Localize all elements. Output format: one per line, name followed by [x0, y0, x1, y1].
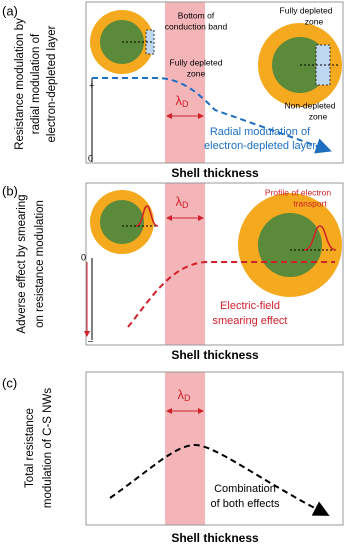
y-label-line: on resistance modulation [34, 200, 46, 328]
lambda-symbol: λ [178, 387, 185, 402]
axis-mark: + [89, 80, 94, 90]
annotation: Profile of electron [265, 187, 331, 197]
lambda-symbol: λ [176, 194, 183, 209]
profile [135, 205, 159, 227]
annotation: Non-depleted [284, 100, 335, 110]
curve-label: electron-depleted layer [204, 140, 316, 152]
y-label-line: Total resistance [24, 408, 36, 488]
curve [127, 261, 335, 328]
panel-label: (a) [2, 3, 18, 18]
panel-frame [85, 1, 344, 164]
core [100, 200, 144, 244]
x-label: Shell thickness [171, 531, 259, 545]
annotation: Bottom of [178, 10, 215, 20]
lambda: λD [176, 194, 190, 210]
debye-band [165, 183, 205, 345]
annotation: zone [309, 111, 328, 121]
annotation: zone [305, 16, 324, 26]
axis-mark: 0 [81, 252, 86, 262]
profile [303, 225, 337, 251]
axis-mark: – [88, 335, 93, 345]
axis-mark: 0 [88, 153, 93, 163]
curve-label: Electric-field [220, 300, 280, 312]
lambda: λD [178, 387, 192, 403]
panel-label: (c) [2, 375, 17, 390]
panel-label: (b) [2, 183, 18, 198]
lambda-subscript: D [182, 200, 189, 210]
annotation: zone [187, 68, 206, 78]
core [258, 213, 322, 277]
panel-frame [85, 371, 344, 526]
curve-label: Combination [214, 483, 276, 495]
annotation: transport [293, 198, 327, 208]
curve-label: of both effects [211, 498, 280, 510]
x-label: Shell thickness [171, 348, 259, 362]
curve [92, 77, 332, 154]
curve [109, 443, 330, 516]
y-label: Resistance modulation by radial modulati… [14, 18, 58, 150]
y-label-line: modulation of C-S NWs [42, 388, 54, 508]
lambda-subscript: D [184, 393, 191, 403]
lambda: λD [176, 93, 190, 109]
annotation: Fully depleted [280, 5, 333, 15]
curve-label: Radial modulation of [210, 126, 311, 138]
annotation: conduction band [165, 21, 228, 31]
panel-frame [85, 182, 344, 346]
curve-label: smearing effect [212, 315, 287, 327]
y-label-line: radial modulation of [30, 33, 42, 134]
debye-band [165, 372, 205, 525]
y-label-line: Adverse effect by smearing [16, 194, 28, 333]
lambda-symbol: λ [176, 93, 183, 108]
annotation: Fully depleted [170, 57, 223, 67]
depleted-zone [315, 44, 331, 86]
lambda-subscript: D [182, 99, 189, 109]
debye-band [165, 2, 205, 163]
y-label-line: Resistance modulation by [14, 18, 26, 150]
x-label: Shell thickness [171, 166, 259, 180]
y-label-line: electron-depleted layer [46, 25, 58, 142]
